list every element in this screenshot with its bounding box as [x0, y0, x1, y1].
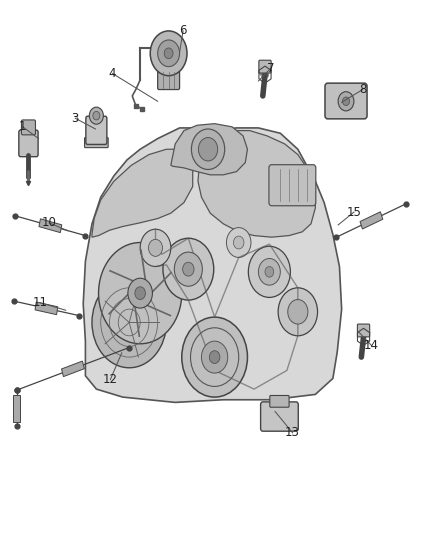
Circle shape [183, 262, 194, 276]
Circle shape [164, 48, 173, 59]
Circle shape [258, 259, 280, 285]
Text: 1: 1 [19, 120, 27, 133]
Text: 6: 6 [179, 25, 187, 37]
Circle shape [338, 92, 354, 111]
Text: 3: 3 [72, 112, 79, 125]
Text: 8: 8 [359, 83, 366, 96]
Circle shape [128, 278, 152, 308]
FancyBboxPatch shape [158, 70, 180, 90]
Circle shape [140, 229, 171, 266]
Polygon shape [198, 131, 315, 237]
FancyBboxPatch shape [357, 324, 370, 337]
Polygon shape [83, 128, 342, 402]
Text: 12: 12 [103, 373, 118, 386]
FancyBboxPatch shape [19, 130, 38, 157]
FancyBboxPatch shape [261, 402, 298, 431]
Circle shape [163, 238, 214, 300]
FancyBboxPatch shape [259, 60, 271, 73]
Circle shape [288, 300, 308, 324]
Circle shape [343, 97, 350, 106]
Circle shape [158, 40, 180, 67]
Circle shape [135, 287, 145, 300]
Circle shape [278, 288, 318, 336]
Polygon shape [61, 361, 85, 377]
FancyBboxPatch shape [325, 83, 367, 119]
Polygon shape [35, 302, 58, 314]
Circle shape [191, 129, 225, 169]
Circle shape [233, 236, 244, 249]
Circle shape [226, 228, 251, 257]
Circle shape [201, 341, 228, 373]
Text: 10: 10 [42, 216, 57, 229]
Text: 11: 11 [33, 296, 48, 309]
Circle shape [92, 277, 166, 368]
Circle shape [265, 266, 274, 277]
Text: 7: 7 [267, 62, 275, 75]
Circle shape [148, 239, 162, 256]
Text: 14: 14 [364, 339, 379, 352]
Circle shape [150, 31, 187, 76]
Circle shape [209, 351, 220, 364]
Circle shape [93, 111, 100, 120]
Polygon shape [360, 212, 383, 229]
Circle shape [182, 317, 247, 397]
FancyBboxPatch shape [86, 116, 107, 144]
Text: 13: 13 [285, 426, 300, 439]
Polygon shape [39, 219, 62, 232]
Polygon shape [92, 149, 193, 237]
Circle shape [99, 243, 182, 344]
FancyBboxPatch shape [21, 120, 35, 135]
Circle shape [174, 252, 202, 286]
Polygon shape [13, 395, 20, 422]
Circle shape [89, 107, 103, 124]
Polygon shape [171, 124, 247, 175]
Circle shape [248, 246, 290, 297]
FancyBboxPatch shape [269, 165, 316, 206]
FancyBboxPatch shape [161, 43, 173, 53]
Circle shape [198, 138, 218, 161]
FancyBboxPatch shape [270, 395, 289, 407]
Text: 15: 15 [346, 206, 361, 219]
FancyBboxPatch shape [85, 138, 108, 148]
Text: 4: 4 [109, 67, 117, 80]
